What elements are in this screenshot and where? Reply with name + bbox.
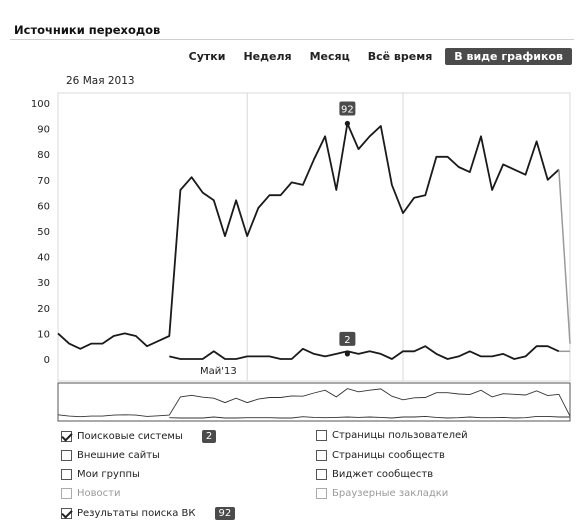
header-divider <box>10 39 574 40</box>
checkbox-vk-search[interactable] <box>61 508 72 519</box>
callout-label: 92 <box>341 104 354 115</box>
navigator-series-0 <box>57 388 571 418</box>
legend-label: Виджет сообществ <box>332 469 434 480</box>
legend-label: Страницы сообществ <box>332 450 445 461</box>
data-point-marker <box>344 351 350 357</box>
tab-day[interactable]: Сутки <box>188 50 226 63</box>
legend-label: Поисковые системы <box>77 431 183 442</box>
date-label: 26 Мая 2013 <box>66 75 135 87</box>
legend-label: Страницы пользователей <box>332 430 468 441</box>
y-tick-label: 100 <box>31 99 50 110</box>
callout-box <box>339 101 356 116</box>
legend-item-news: Новости <box>61 488 120 499</box>
series-line-1 <box>169 345 560 360</box>
y-tick-label: 90 <box>37 125 50 136</box>
period-tabs: Сутки Неделя Месяц Всё время В виде граф… <box>180 48 572 65</box>
legend-label: Новости <box>77 488 121 499</box>
tab-month[interactable]: Месяц <box>309 50 350 63</box>
tab-week[interactable]: Неделя <box>243 50 292 63</box>
callout-label: 2 <box>344 335 350 346</box>
checkbox-user-pages[interactable] <box>316 430 327 441</box>
checkbox-search-engines[interactable] <box>61 431 72 442</box>
legend-label: Результаты поиска ВК <box>77 508 196 519</box>
checkbox-news <box>61 488 72 499</box>
legend-label: Мои группы <box>77 469 140 480</box>
legend-item-browser-bookmarks: Браузерные закладки <box>316 488 448 499</box>
legend-item-community-pages[interactable]: Страницы сообществ <box>316 450 445 461</box>
legend-label: Браузерные закладки <box>332 488 449 499</box>
y-tick-label: 10 <box>37 329 50 340</box>
series-line-0 <box>57 122 560 350</box>
y-tick-label: 80 <box>37 150 50 161</box>
y-tick-label: 70 <box>37 176 50 187</box>
legend-item-search-engines[interactable]: Поисковые системы 2 <box>61 430 217 443</box>
page-title: Источники переходов <box>14 23 161 37</box>
checkbox-external-sites[interactable] <box>61 450 72 461</box>
y-tick-label: 20 <box>37 304 50 315</box>
legend-item-my-groups[interactable]: Мои группы <box>61 469 140 480</box>
value-badge: 92 <box>214 507 236 520</box>
series-line-tail-0 <box>558 169 571 344</box>
plot-frame <box>57 92 571 382</box>
legend-label: Внешние сайты <box>77 450 160 461</box>
legend-item-user-pages[interactable]: Страницы пользователей <box>316 430 468 441</box>
checkbox-community-pages[interactable] <box>316 450 327 461</box>
value-badge: 2 <box>201 430 217 443</box>
y-tick-label: 0 <box>44 355 50 366</box>
checkbox-community-widget[interactable] <box>316 469 327 480</box>
y-tick-label: 30 <box>37 278 50 289</box>
callout-box <box>339 331 356 346</box>
y-tick-label: 40 <box>37 253 50 264</box>
legend-item-community-widget[interactable]: Виджет сообществ <box>316 469 433 480</box>
data-point-marker <box>344 120 350 127</box>
x-tick-label: Май'13 <box>200 366 237 377</box>
navigator-frame <box>57 382 571 422</box>
legend-item-vk-search[interactable]: Результаты поиска ВК 92 <box>61 507 236 520</box>
tab-graph-view[interactable]: В виде графиков <box>445 48 572 65</box>
tab-all-time[interactable]: Всё время <box>367 50 433 63</box>
checkbox-my-groups[interactable] <box>61 469 72 480</box>
legend-item-external-sites[interactable]: Внешние сайты <box>61 450 160 461</box>
checkbox-browser-bookmarks <box>316 488 327 499</box>
navigator-series-1 <box>169 415 570 419</box>
y-tick-label: 60 <box>37 201 50 212</box>
y-tick-label: 50 <box>37 227 50 238</box>
